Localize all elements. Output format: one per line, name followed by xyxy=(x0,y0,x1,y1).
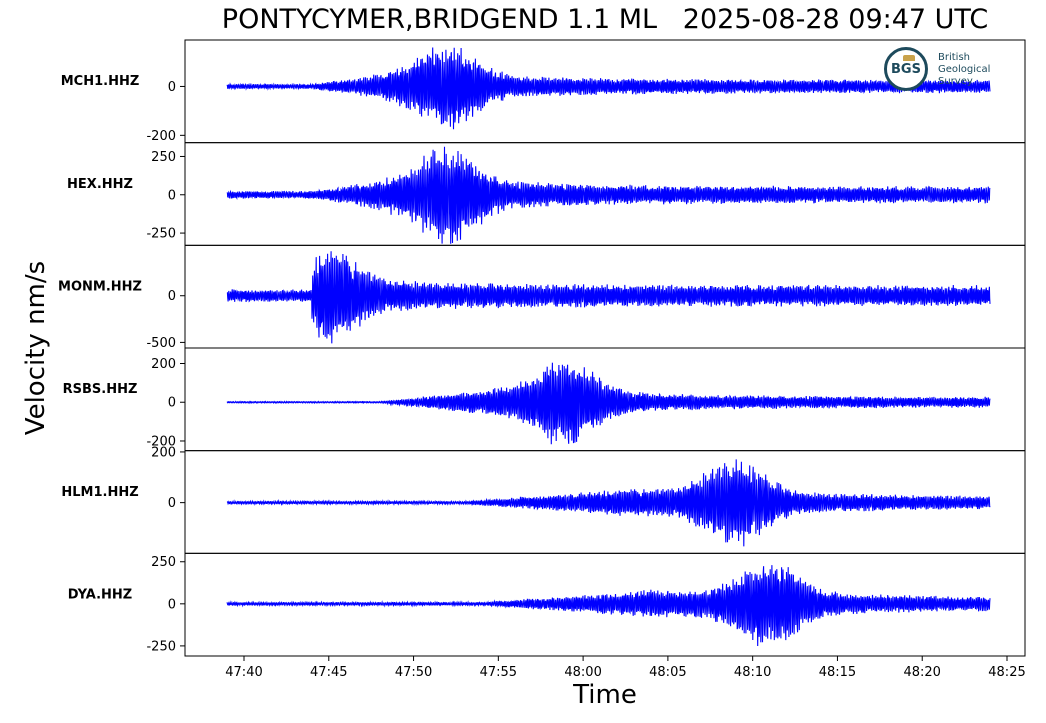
y-tick-label: -200 xyxy=(146,434,176,449)
logo-text: British Geological Survey xyxy=(938,52,990,88)
station-label: RSBS.HHZ xyxy=(63,382,138,397)
waveform-hex-hhz xyxy=(226,146,991,244)
chart-title: PONTYCYMER,BRIDGEND 1.1 ML 2025-08-28 09… xyxy=(221,4,989,35)
logo-line-3: Survey xyxy=(938,76,973,87)
y-tick-label: 0 xyxy=(168,289,176,304)
crown-icon xyxy=(903,55,915,61)
y-tick-label: 0 xyxy=(168,188,176,203)
waveform-hlm1-hhz xyxy=(226,459,991,547)
logo-line-2: Geological xyxy=(938,64,991,75)
logo-abbr: BGS xyxy=(891,62,921,77)
x-tick-label: 47:50 xyxy=(395,665,432,680)
waveform-mch1-hhz xyxy=(226,47,991,130)
station-label: MCH1.HHZ xyxy=(61,74,140,89)
y-tick-label: 0 xyxy=(168,597,176,612)
y-tick-label: 0 xyxy=(168,496,176,511)
x-tick-label: 48:15 xyxy=(819,665,856,680)
x-tick-label: 48:00 xyxy=(564,665,601,680)
station-label: HLM1.HHZ xyxy=(61,485,138,500)
x-tick-label: 48:05 xyxy=(649,665,686,680)
y-tick-label: 200 xyxy=(151,445,176,460)
y-tick-label: 0 xyxy=(168,396,176,411)
panel-frame xyxy=(184,552,1026,657)
x-tick-label: 47:45 xyxy=(310,665,347,680)
logo-line-1: British xyxy=(938,52,970,63)
y-tick-label: 0 xyxy=(168,80,176,95)
x-tick-label: 47:55 xyxy=(480,665,517,680)
y-tick-label: -500 xyxy=(146,336,176,351)
waveform-dya-hhz xyxy=(226,565,991,647)
x-axis-label: Time xyxy=(573,680,637,710)
waveform-rsbs-hhz xyxy=(226,362,991,445)
y-tick-label: -250 xyxy=(146,639,176,654)
x-tick-label: 47:40 xyxy=(225,665,262,680)
y-tick-label: -200 xyxy=(146,129,176,144)
x-tick-label: 48:25 xyxy=(988,665,1025,680)
y-tick-label: 250 xyxy=(151,555,176,570)
x-tick-label: 48:10 xyxy=(734,665,771,680)
x-tick-label: 48:20 xyxy=(903,665,940,680)
bgs-logo-icon: BGS xyxy=(884,47,928,91)
station-label: MONM.HHZ xyxy=(58,280,142,295)
station-label: DYA.HHZ xyxy=(68,588,132,603)
y-tick-label: -250 xyxy=(146,227,176,242)
station-label: HEX.HHZ xyxy=(67,177,133,192)
y-tick-label: 200 xyxy=(151,357,176,372)
waveform-monm-hhz xyxy=(226,251,991,344)
y-tick-label: 250 xyxy=(151,150,176,165)
bgs-logo: BGS British Geological Survey xyxy=(884,47,1004,97)
